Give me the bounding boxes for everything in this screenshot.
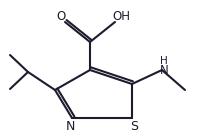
Text: H: H xyxy=(160,56,168,66)
Text: S: S xyxy=(130,120,138,132)
Text: OH: OH xyxy=(112,10,130,22)
Text: N: N xyxy=(160,64,168,78)
Text: O: O xyxy=(56,10,66,22)
Text: N: N xyxy=(65,120,75,132)
